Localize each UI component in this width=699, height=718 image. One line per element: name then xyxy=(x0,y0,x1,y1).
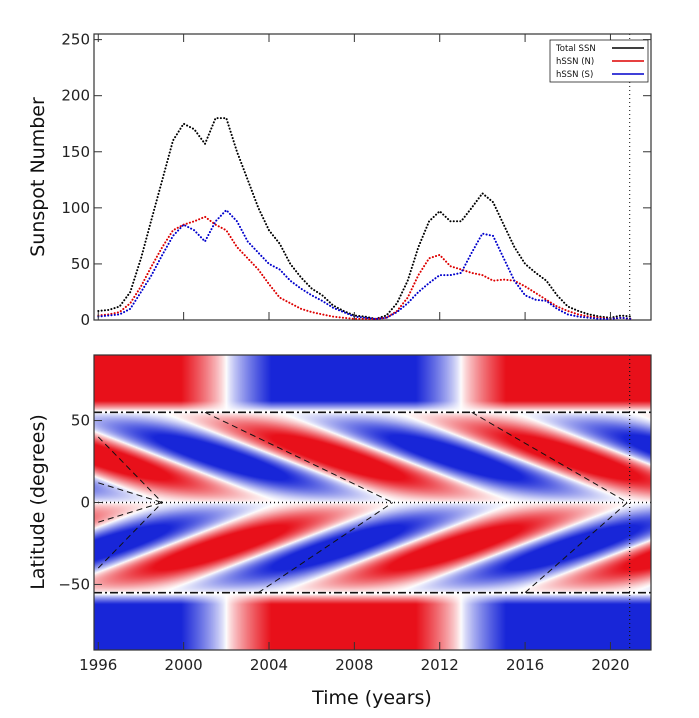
heatmap-canvas-holder xyxy=(94,355,651,650)
y-tick-label: 100 xyxy=(61,199,90,217)
lat-tick-label: 0 xyxy=(80,494,90,512)
heatmap-overlay-group xyxy=(94,355,651,650)
y-tick-label: 150 xyxy=(61,143,90,161)
series-line-2 xyxy=(97,208,633,320)
butterfly-guide-line xyxy=(98,482,163,503)
time-tick-label: 2004 xyxy=(250,656,288,674)
legend-label-north: hSSN (N) xyxy=(556,57,594,67)
butterfly-guide-line xyxy=(204,411,393,503)
sunspot-panel: 0 50 100 150 200 250 Total SSN hSSN (N) hSSN … xyxy=(27,31,652,329)
butterfly-guide-line xyxy=(524,502,628,594)
butterfly-panel: −50 0 50 1996 2000 2004 2008 2012 2016 2020 Latit… xyxy=(27,354,652,709)
butterfly-guide-line xyxy=(97,502,163,569)
butterfly-guide-line xyxy=(258,502,394,594)
series-line-0 xyxy=(97,117,633,320)
time-tick-label: 2000 xyxy=(165,656,203,674)
sunspot-y-axis-title: Sunspot Number xyxy=(27,97,49,257)
butterfly-guide-line xyxy=(98,502,163,523)
y-tick-label: 200 xyxy=(61,87,90,105)
time-x-axis-title: Time (years) xyxy=(311,687,432,709)
heatmap-ticks-group: −50 0 50 1996 2000 2004 2008 2012 2016 2020 xyxy=(58,412,629,674)
time-tick-label: 2020 xyxy=(591,656,629,674)
time-tick-label: 2016 xyxy=(506,656,544,674)
legend-label-total: Total SSN xyxy=(555,44,596,54)
lat-tick-label: −50 xyxy=(58,575,90,593)
heatmap-canvas xyxy=(94,355,651,650)
y-tick-label: 50 xyxy=(71,255,90,273)
time-tick-label: 2012 xyxy=(421,656,459,674)
time-tick-label: 2008 xyxy=(335,656,373,674)
y-tick-label: 0 xyxy=(80,311,90,329)
legend-box xyxy=(549,39,649,83)
y-tick-label: 250 xyxy=(61,31,90,49)
legend-label-south: hSSN (S) xyxy=(556,70,593,80)
lat-tick-label: 50 xyxy=(71,412,90,430)
sunspot-ticks-group: 0 50 100 150 200 250 xyxy=(61,31,651,329)
legend: Total SSN hSSN (N) hSSN (S) xyxy=(549,39,649,83)
time-tick-label: 1996 xyxy=(79,656,117,674)
series-line-1 xyxy=(97,215,633,320)
latitude-y-axis-title: Latitude (degrees) xyxy=(27,414,49,590)
sunspot-series-group xyxy=(97,34,633,320)
butterfly-guide-line xyxy=(97,436,163,503)
